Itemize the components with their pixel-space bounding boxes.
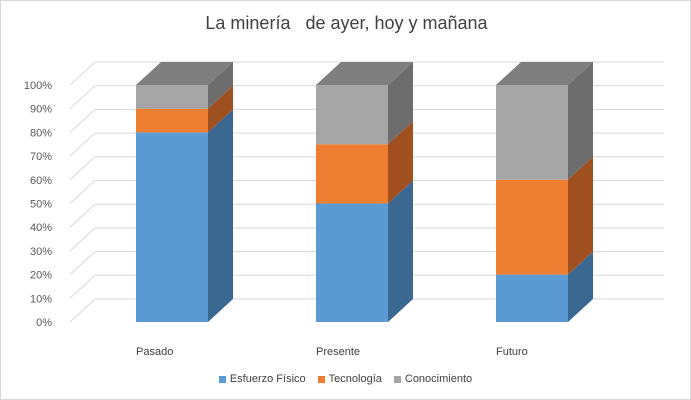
y-tick-label: 60% — [30, 175, 52, 187]
bar-conocimiento-pasado — [136, 85, 208, 109]
gridline-depth — [69, 180, 96, 204]
bar-tecnologia-presente — [316, 144, 388, 204]
y-tick-label: 80% — [30, 127, 52, 139]
legend-swatch — [317, 375, 325, 383]
y-tick-label: 10% — [30, 293, 52, 305]
bar-side-esfuerzo-fisico-futuro — [568, 251, 593, 322]
gridline-depth — [69, 298, 96, 323]
y-tick-label: 0% — [36, 317, 52, 329]
x-axis: Pasado Presente Futuro — [136, 346, 528, 358]
bar-tecnologia-futuro — [496, 179, 568, 275]
y-tick-label: 30% — [30, 246, 52, 258]
bar-top-pasado — [136, 62, 233, 85]
bars — [136, 62, 593, 323]
y-tick-label: 90% — [30, 104, 52, 116]
gridline-depth — [69, 156, 96, 181]
bar-side-tecnologia-pasado — [208, 85, 233, 133]
bar-tecnologia-pasado — [136, 108, 208, 133]
y-tick-label: 100% — [24, 80, 52, 92]
y-tick-label: 40% — [30, 222, 52, 234]
legend: Esfuerzo Físico Tecnología Conocimiento — [0, 373, 691, 385]
bar-side-conocimiento-futuro — [568, 62, 593, 180]
bar-side-conocimiento-pasado — [208, 62, 233, 109]
y-tick-label: 20% — [30, 270, 52, 282]
legend-label: Esfuerzo Físico — [229, 373, 306, 386]
bar-esfuerzo-fisico-pasado — [136, 132, 208, 322]
bar-esfuerzo-fisico-futuro — [496, 274, 568, 322]
gridline-depth — [69, 251, 96, 275]
bar-conocimiento-futuro — [496, 85, 568, 180]
legend-item: Esfuerzo Físico — [218, 373, 306, 386]
y-axis: 0% 10% 20% 30% 40% 50% 60% 70% 80% 90% 100% — [24, 80, 52, 329]
bar-conocimiento-presente — [316, 85, 388, 145]
gridline-depth — [69, 61, 96, 86]
x-category-label: Futuro — [496, 346, 528, 358]
legend-swatch — [393, 375, 401, 383]
gridline-depth — [69, 132, 96, 157]
bar-side-conocimiento-presente — [388, 62, 413, 145]
legend-item: Conocimiento — [393, 373, 473, 386]
legend-label: Conocimiento — [404, 373, 473, 386]
bar-side-tecnologia-presente — [388, 121, 413, 204]
gridline-depth — [69, 203, 96, 228]
x-category-label: Presente — [316, 346, 360, 358]
chart-title: La minería de ayer, hoy y mañana — [205, 13, 488, 33]
y-tick-label: 70% — [30, 151, 52, 163]
bar-side-tecnologia-futuro — [568, 156, 593, 275]
bar-side-esfuerzo-fisico-presente — [388, 180, 413, 322]
y-tick-label: 50% — [30, 199, 52, 211]
gridline-depth — [69, 109, 96, 133]
bar-top-futuro — [496, 62, 593, 85]
bar-side-esfuerzo-fisico-pasado — [208, 109, 233, 323]
legend-item: Tecnología — [317, 373, 382, 386]
legend-swatch — [218, 375, 226, 383]
legend-label: Tecnología — [328, 373, 382, 386]
gridline-depth — [69, 274, 96, 299]
bar-esfuerzo-fisico-presente — [316, 203, 388, 322]
x-category-label: Pasado — [136, 346, 173, 358]
gridline-depth — [69, 227, 96, 252]
gridline-depth — [69, 85, 96, 110]
bar-top-presente — [316, 62, 413, 85]
